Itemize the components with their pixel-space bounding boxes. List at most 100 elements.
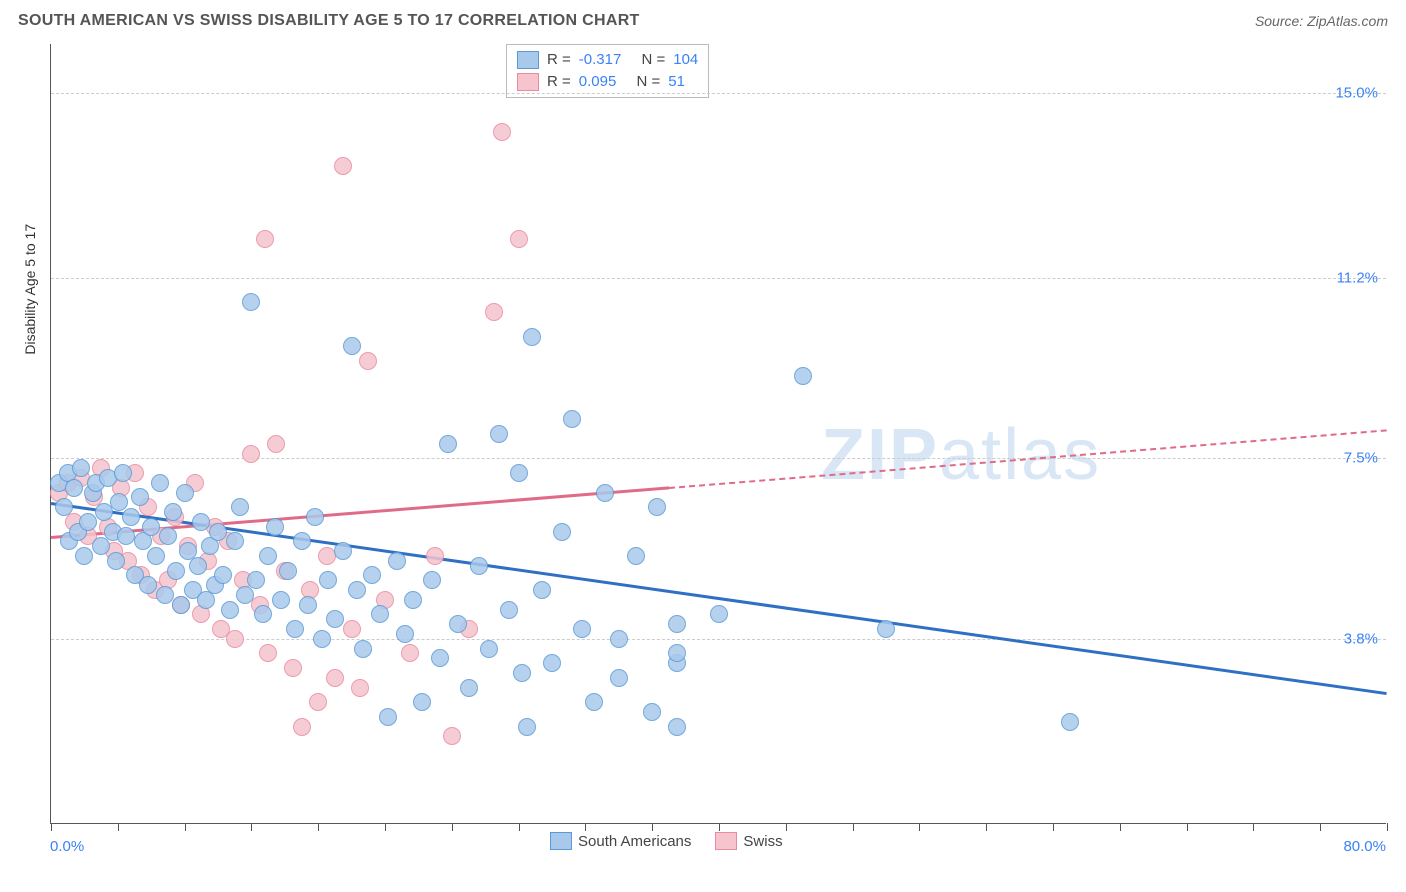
scatter-point-south-americans: [413, 693, 431, 711]
legend-label-sa: South Americans: [578, 833, 691, 850]
scatter-point-south-americans: [610, 630, 628, 648]
scatter-point-south-americans: [226, 532, 244, 550]
scatter-point-south-americans: [242, 293, 260, 311]
x-tick: [853, 823, 854, 831]
scatter-point-south-americans: [668, 644, 686, 662]
scatter-point-south-americans: [259, 547, 277, 565]
scatter-point-swiss: [309, 693, 327, 711]
x-axis-max-label: 80.0%: [1343, 838, 1386, 855]
y-tick-label: 11.2%: [1337, 270, 1378, 287]
x-tick: [118, 823, 119, 831]
scatter-point-swiss: [318, 547, 336, 565]
scatter-point-south-americans: [513, 664, 531, 682]
scatter-point-south-americans: [79, 513, 97, 531]
scatter-point-south-americans: [75, 547, 93, 565]
scatter-point-swiss: [284, 659, 302, 677]
scatter-point-south-americans: [573, 620, 591, 638]
scatter-point-south-americans: [523, 328, 541, 346]
y-tick-label: 7.5%: [1344, 450, 1378, 467]
scatter-point-south-americans: [167, 562, 185, 580]
scatter-point-south-americans: [388, 552, 406, 570]
scatter-point-south-americans: [306, 508, 324, 526]
r-value-sa: -0.317: [579, 49, 622, 71]
scatter-point-south-americans: [404, 591, 422, 609]
x-tick: [652, 823, 653, 831]
scatter-point-south-americans: [172, 596, 190, 614]
scatter-point-south-americans: [533, 581, 551, 599]
x-tick: [519, 823, 520, 831]
x-tick: [1320, 823, 1321, 831]
scatter-point-south-americans: [510, 464, 528, 482]
x-tick: [185, 823, 186, 831]
scatter-point-south-americans: [371, 605, 389, 623]
swatch-south-americans: [550, 832, 572, 850]
swatch-south-americans: [517, 51, 539, 69]
x-tick: [1053, 823, 1054, 831]
scatter-point-south-americans: [114, 464, 132, 482]
chart-plot-area: ZIPatlas R = -0.317 N = 104 R = 0.095 N …: [50, 44, 1386, 824]
scatter-point-south-americans: [272, 591, 290, 609]
chart-title: SOUTH AMERICAN VS SWISS DISABILITY AGE 5…: [18, 12, 640, 30]
x-tick: [986, 823, 987, 831]
scatter-point-south-americans: [72, 459, 90, 477]
x-tick: [1387, 823, 1388, 831]
swatch-swiss: [517, 73, 539, 91]
scatter-point-south-americans: [348, 581, 366, 599]
correlation-legend: R = -0.317 N = 104 R = 0.095 N = 51: [506, 44, 709, 98]
scatter-point-south-americans: [299, 596, 317, 614]
scatter-point-south-americans: [254, 605, 272, 623]
x-tick: [919, 823, 920, 831]
scatter-point-south-americans: [164, 503, 182, 521]
scatter-point-south-americans: [236, 586, 254, 604]
x-tick: [318, 823, 319, 831]
scatter-point-south-americans: [293, 532, 311, 550]
scatter-point-swiss: [334, 157, 352, 175]
scatter-point-south-americans: [192, 513, 210, 531]
scatter-point-south-americans: [156, 586, 174, 604]
scatter-point-south-americans: [142, 518, 160, 536]
scatter-point-south-americans: [877, 620, 895, 638]
scatter-point-south-americans: [490, 425, 508, 443]
scatter-point-south-americans: [423, 571, 441, 589]
scatter-point-swiss: [326, 669, 344, 687]
scatter-point-south-americans: [107, 552, 125, 570]
x-tick: [51, 823, 52, 831]
scatter-point-swiss: [443, 727, 461, 745]
scatter-point-south-americans: [668, 615, 686, 633]
n-label: N =: [641, 49, 665, 71]
x-tick: [452, 823, 453, 831]
scatter-point-south-americans: [139, 576, 157, 594]
scatter-point-swiss: [351, 679, 369, 697]
legend-row-south-americans: R = -0.317 N = 104: [517, 49, 698, 71]
n-label: N =: [636, 71, 660, 93]
scatter-point-south-americans: [643, 703, 661, 721]
legend-row-swiss: R = 0.095 N = 51: [517, 71, 698, 93]
x-tick: [1120, 823, 1121, 831]
scatter-point-south-americans: [334, 542, 352, 560]
legend-item-south-americans: South Americans: [550, 832, 691, 850]
r-label: R =: [547, 49, 571, 71]
scatter-point-south-americans: [363, 566, 381, 584]
scatter-point-south-americans: [396, 625, 414, 643]
scatter-point-south-americans: [286, 620, 304, 638]
scatter-point-south-americans: [189, 557, 207, 575]
x-tick: [786, 823, 787, 831]
scatter-point-swiss: [343, 620, 361, 638]
scatter-point-swiss: [242, 445, 260, 463]
series-legend: South Americans Swiss: [550, 832, 783, 850]
r-label: R =: [547, 71, 571, 93]
scatter-point-south-americans: [668, 718, 686, 736]
y-tick-label: 15.0%: [1335, 84, 1378, 101]
scatter-point-swiss: [256, 230, 274, 248]
scatter-point-swiss: [485, 303, 503, 321]
scatter-point-south-americans: [55, 498, 73, 516]
scatter-point-south-americans: [131, 488, 149, 506]
scatter-point-south-americans: [319, 571, 337, 589]
scatter-point-swiss: [293, 718, 311, 736]
scatter-point-south-americans: [313, 630, 331, 648]
scatter-point-south-americans: [710, 605, 728, 623]
scatter-point-south-americans: [247, 571, 265, 589]
scatter-point-south-americans: [449, 615, 467, 633]
x-tick: [385, 823, 386, 831]
gridline: [51, 93, 1386, 94]
